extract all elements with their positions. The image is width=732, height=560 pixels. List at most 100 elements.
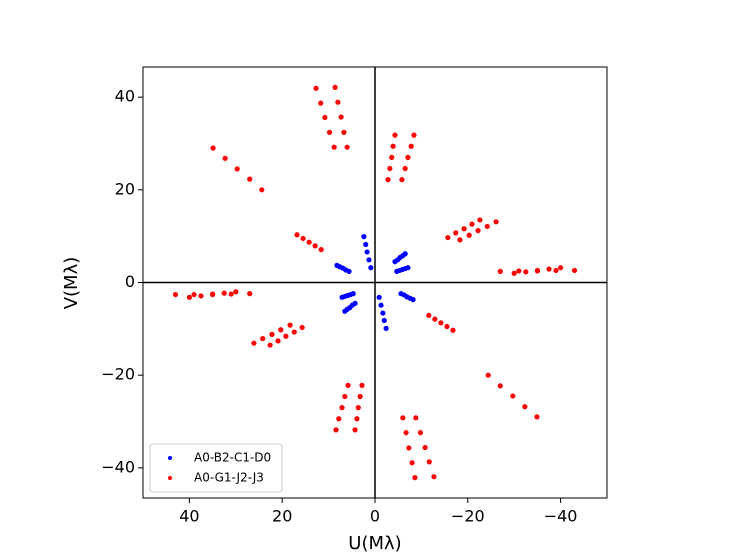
point (390, 143, 396, 149)
point (426, 312, 432, 319)
point (364, 249, 370, 255)
point (484, 223, 490, 230)
point (477, 217, 483, 223)
y-tick-label: −20 (101, 365, 135, 384)
axes-frame (142, 66, 608, 499)
point (172, 291, 179, 298)
point (198, 293, 204, 299)
point (326, 129, 333, 135)
point (398, 291, 404, 297)
point (333, 427, 339, 433)
point (222, 155, 228, 161)
point (378, 302, 384, 308)
point (259, 187, 265, 193)
point (558, 265, 564, 271)
x-tick-label: −40 (544, 507, 578, 526)
point (409, 460, 415, 466)
point (411, 132, 417, 138)
point (335, 99, 341, 105)
point (278, 327, 284, 333)
point (497, 268, 503, 274)
legend-marker (168, 476, 172, 480)
point (294, 232, 300, 238)
point (357, 393, 363, 400)
point (432, 316, 438, 322)
point (445, 234, 451, 241)
point (233, 289, 239, 295)
point (339, 405, 345, 411)
point (339, 294, 345, 300)
point (342, 393, 348, 400)
point (453, 230, 459, 236)
point (247, 291, 253, 297)
x-tick-label: −20 (451, 507, 485, 526)
point (380, 310, 386, 316)
point (267, 342, 273, 348)
point (475, 227, 481, 234)
point (571, 267, 578, 274)
point (438, 320, 444, 326)
y-tick-label: −40 (101, 457, 135, 476)
point (366, 257, 372, 263)
point (399, 177, 405, 183)
point (306, 239, 312, 245)
point (313, 85, 319, 91)
point (523, 269, 529, 275)
point (385, 177, 391, 183)
point (186, 294, 192, 300)
point (300, 235, 306, 242)
point (383, 325, 389, 331)
point (354, 416, 360, 422)
point (405, 265, 411, 271)
point (485, 372, 491, 378)
point (346, 268, 352, 274)
point (431, 474, 437, 480)
point (352, 427, 358, 433)
point (359, 382, 365, 388)
point (402, 251, 408, 257)
point (251, 340, 257, 346)
point (332, 84, 338, 90)
point (522, 404, 528, 410)
point (413, 415, 419, 421)
point (497, 383, 503, 389)
x-tick-label: 40 (179, 507, 199, 526)
point (381, 317, 387, 324)
point (336, 416, 342, 422)
point (392, 132, 398, 138)
x-tick-label: 20 (272, 507, 292, 526)
point (221, 290, 227, 296)
point (534, 267, 541, 274)
point (210, 291, 216, 298)
y-tick-label: 40 (115, 87, 135, 106)
point (417, 430, 424, 436)
point (450, 327, 456, 333)
legend-marker (168, 456, 172, 460)
y-tick-label: 0 (125, 272, 135, 291)
point (553, 267, 559, 274)
point (287, 322, 293, 328)
x-axis-label: U(Mλ) (348, 533, 401, 554)
x-tick-label: 0 (370, 507, 380, 526)
point (322, 114, 328, 121)
point (510, 393, 516, 399)
point (260, 335, 266, 342)
point (405, 154, 411, 160)
point (234, 166, 240, 172)
point (299, 324, 305, 331)
point (228, 291, 234, 297)
point (363, 241, 369, 248)
point (191, 291, 197, 298)
point (466, 232, 472, 238)
point (400, 415, 406, 421)
point (426, 459, 432, 465)
point (344, 144, 350, 150)
point (291, 329, 297, 335)
point (516, 268, 522, 274)
point (283, 333, 289, 339)
point (546, 266, 552, 272)
point (403, 430, 409, 436)
point (338, 114, 344, 120)
